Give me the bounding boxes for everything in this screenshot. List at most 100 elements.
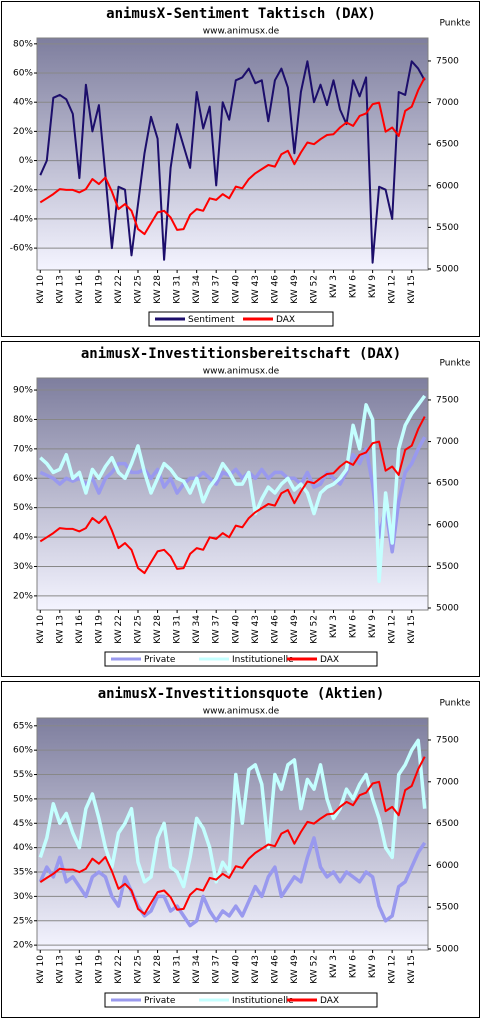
x-tick-label: KW 52 xyxy=(309,955,319,984)
x-tick-label: KW 34 xyxy=(192,615,202,644)
y-tick-label: 60% xyxy=(13,474,33,484)
legend-label: Private xyxy=(144,996,176,1006)
x-tick-label: KW 49 xyxy=(290,275,300,304)
x-tick-label: KW 46 xyxy=(270,275,280,304)
legend-label: Institutionelle xyxy=(232,996,294,1006)
y-tick-label: -60% xyxy=(10,244,34,254)
chart-panel: animusX-Investitionsquote (Aktien) www.an… xyxy=(1,681,480,1018)
y-tick-label: 60% xyxy=(13,746,33,756)
x-tick-label: KW 34 xyxy=(192,275,202,304)
x-tick-label: KW 6 xyxy=(349,955,359,978)
chart-panel: animusX-Investitionsbereitschaft (DAX) ww… xyxy=(1,341,480,677)
x-tick-label: KW 19 xyxy=(94,955,104,984)
chart-subtitle: www.animusx.de xyxy=(203,707,280,717)
x-tick-label: KW 15 xyxy=(407,275,417,304)
x-tick-label: KW 9 xyxy=(368,955,378,978)
y-tick-label: 20% xyxy=(13,941,33,951)
x-tick-label: KW 43 xyxy=(251,275,261,304)
y-tick-label: 45% xyxy=(13,819,33,829)
x-tick-label: KW 43 xyxy=(251,955,261,984)
x-tick-label: KW 15 xyxy=(407,615,417,644)
legend-label: DAX xyxy=(320,996,339,1006)
x-tick-label: KW 40 xyxy=(231,955,241,984)
y-tick-label: 40% xyxy=(13,843,33,853)
data-line xyxy=(39,756,426,915)
x-tick-label: KW 37 xyxy=(212,615,222,644)
x-tick-label: KW 46 xyxy=(270,615,280,644)
x-tick-label: KW 52 xyxy=(309,615,319,644)
y2-tick-label: 6000 xyxy=(436,861,459,871)
x-tick-label: KW 52 xyxy=(309,275,319,304)
x-tick-label: KW 12 xyxy=(388,955,398,984)
x-tick-label: KW 28 xyxy=(153,275,163,304)
x-tick-label: KW 15 xyxy=(407,955,417,984)
x-tick-label: KW 13 xyxy=(55,275,65,304)
x-tick-label: KW 31 xyxy=(173,955,183,984)
y2-tick-label: 5500 xyxy=(436,223,459,233)
y-tick-label: 35% xyxy=(13,868,33,878)
x-tick-label: KW 28 xyxy=(153,955,163,984)
chart-title: animusX-Investitionsbereitschaft (DAX) xyxy=(81,346,401,362)
y-tick-label: 20% xyxy=(13,127,33,137)
x-tick-label: KW 28 xyxy=(153,615,163,644)
x-tick-label: KW 19 xyxy=(94,275,104,304)
x-tick-label: KW 37 xyxy=(212,955,222,984)
y-tick-label: 50% xyxy=(13,503,33,513)
x-tick-label: KW 10 xyxy=(36,615,46,644)
x-tick-label: KW 34 xyxy=(192,955,202,984)
x-tick-label: KW 16 xyxy=(75,275,85,304)
y-tick-label: 55% xyxy=(13,770,33,780)
y-tick-label: 30% xyxy=(13,562,33,572)
y-tick-label: 0% xyxy=(19,156,34,166)
y2-tick-label: 5500 xyxy=(436,562,459,572)
x-tick-label: KW 6 xyxy=(349,615,359,638)
x-tick-label: KW 22 xyxy=(114,615,124,644)
y-tick-label: 25% xyxy=(13,916,33,926)
legend-label: DAX xyxy=(320,655,339,665)
y-tick-label: 20% xyxy=(13,591,33,601)
y-tick-label: 50% xyxy=(13,794,33,804)
y2-tick-label: 5000 xyxy=(436,604,459,614)
x-tick-label: KW 19 xyxy=(94,615,104,644)
y-tick-label: 30% xyxy=(13,892,33,902)
x-tick-label: KW 25 xyxy=(134,615,144,644)
legend-box xyxy=(104,651,378,667)
y2-tick-label: 7000 xyxy=(436,98,459,108)
x-tick-label: KW 13 xyxy=(55,615,65,644)
legend-label: Sentiment xyxy=(188,315,235,325)
y-tick-label: 65% xyxy=(13,721,33,731)
x-tick-label: KW 43 xyxy=(251,615,261,644)
x-tick-label: KW 49 xyxy=(290,615,300,644)
y2-axis-label: Punkte xyxy=(440,19,471,29)
legend-label: Institutionelle xyxy=(232,655,294,665)
y2-tick-label: 7500 xyxy=(436,56,459,66)
y2-tick-label: 6500 xyxy=(436,819,459,829)
plot-area xyxy=(36,37,429,271)
y-tick-label: 70% xyxy=(13,444,33,454)
x-tick-label: KW 13 xyxy=(55,955,65,984)
x-tick-label: KW 40 xyxy=(231,615,241,644)
legend-label: Private xyxy=(144,655,176,665)
x-tick-label: KW 25 xyxy=(134,955,144,984)
data-line xyxy=(39,394,427,583)
legend-box xyxy=(148,311,334,327)
data-line xyxy=(39,416,426,575)
x-tick-label: KW 40 xyxy=(231,275,241,304)
y-tick-label: 80% xyxy=(13,39,33,49)
y2-tick-label: 5500 xyxy=(436,903,459,913)
x-tick-label: KW 3 xyxy=(329,615,339,638)
x-tick-label: KW 6 xyxy=(349,275,359,298)
y-tick-label: 40% xyxy=(13,533,33,543)
chart-panel: animusX-Sentiment Taktisch (DAX) www.anim… xyxy=(1,1,480,337)
x-tick-label: KW 31 xyxy=(173,275,183,304)
y2-tick-label: 7000 xyxy=(436,437,459,447)
x-tick-label: KW 22 xyxy=(114,955,124,984)
x-tick-label: KW 46 xyxy=(270,955,280,984)
legend-box xyxy=(104,992,378,1008)
x-tick-label: KW 12 xyxy=(388,275,398,304)
y2-tick-label: 7500 xyxy=(436,395,459,405)
x-tick-label: KW 37 xyxy=(212,275,222,304)
x-tick-label: KW 10 xyxy=(36,275,46,304)
y-tick-label: 90% xyxy=(13,386,33,396)
